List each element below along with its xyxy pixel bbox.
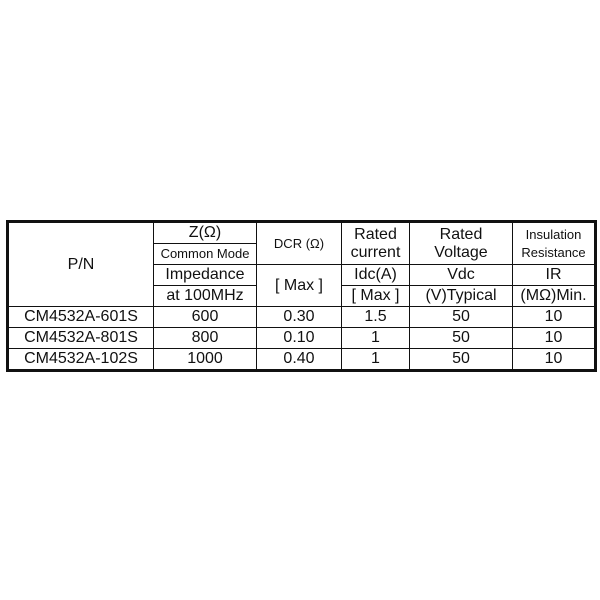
rated-voltage-line1: Rated [439, 225, 483, 243]
header-impedance: Impedance [153, 264, 257, 286]
header-idc-max: [ Max ] [341, 285, 410, 307]
cell-idc: 1.5 [341, 306, 410, 328]
cell-z: 800 [153, 327, 257, 349]
table-row: CM4532A-102S 1000 0.40 1 50 10 [7, 348, 596, 371]
header-v-typical: (V)Typical [409, 285, 513, 307]
cell-dcr: 0.40 [256, 348, 342, 371]
cell-dcr: 0.10 [256, 327, 342, 349]
header-ir-min: (MΩ)Min. [512, 285, 596, 307]
cell-ir: 10 [512, 348, 596, 371]
insulation-line2: Resistance [521, 244, 586, 260]
cell-z: 1000 [153, 348, 257, 371]
cell-pn: CM4532A-102S [7, 348, 154, 371]
cell-idc: 1 [341, 327, 410, 349]
cell-idc: 1 [341, 348, 410, 371]
table-row: CM4532A-801S 800 0.10 1 50 10 [7, 327, 596, 349]
cell-vdc: 50 [409, 306, 513, 328]
header-rated-current: Rated current [341, 221, 410, 265]
cell-pn: CM4532A-801S [7, 327, 154, 349]
header-at-freq: at 100MHz [153, 285, 257, 307]
cell-ir: 10 [512, 306, 596, 328]
header-pn: P/N [7, 221, 154, 307]
cell-pn: CM4532A-601S [7, 306, 154, 328]
table-row: CM4532A-601S 600 0.30 1.5 50 10 [7, 306, 596, 328]
insulation-line1: Insulation [525, 226, 582, 242]
header-dcr-max: [ Max ] [256, 264, 342, 307]
header-rated-voltage: Rated Voltage [409, 221, 513, 265]
header-dcr: DCR (Ω) [256, 221, 342, 265]
rated-voltage-line2: Voltage [434, 243, 488, 261]
rated-current-line1: Rated [354, 225, 397, 243]
cell-ir: 10 [512, 327, 596, 349]
header-idc: Idc(A) [341, 264, 410, 286]
cell-vdc: 50 [409, 348, 513, 371]
header-common-mode: Common Mode [153, 243, 257, 265]
header-vdc: Vdc [409, 264, 513, 286]
header-insulation: Insulation Resistance [512, 221, 596, 265]
spec-table: P/N Z(Ω) DCR (Ω) Rated current Rated Volta… [6, 220, 597, 372]
rated-current-line2: current [350, 243, 401, 261]
cell-dcr: 0.30 [256, 306, 342, 328]
header-ir: IR [512, 264, 596, 286]
cell-vdc: 50 [409, 327, 513, 349]
header-z: Z(Ω) [153, 221, 257, 244]
cell-z: 600 [153, 306, 257, 328]
